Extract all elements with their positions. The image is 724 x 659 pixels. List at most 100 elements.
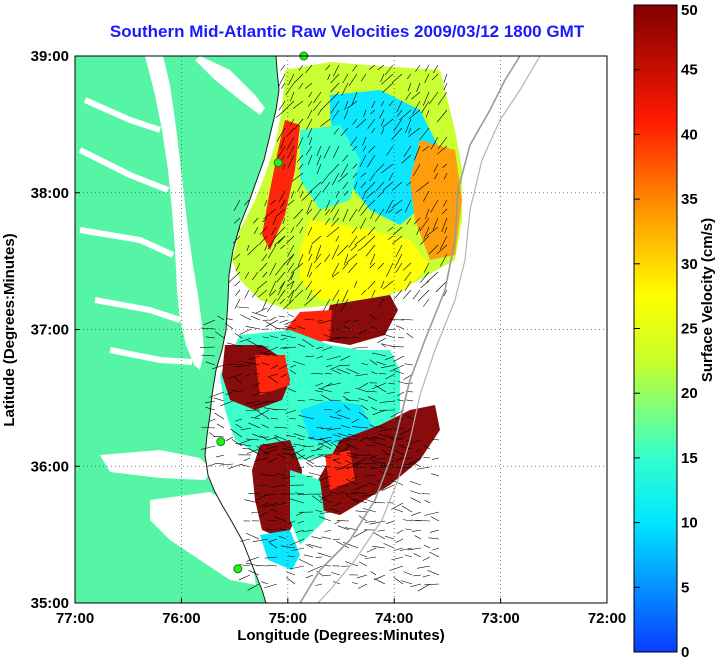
velocity-arrow bbox=[307, 100, 313, 107]
velocity-arrow bbox=[232, 253, 241, 261]
velocity-arrow bbox=[422, 556, 431, 561]
velocity-arrow bbox=[289, 498, 305, 504]
velocity-arrow bbox=[432, 64, 439, 74]
velocity-arrow bbox=[289, 91, 295, 102]
velocity-arrow bbox=[291, 172, 304, 182]
velocity-arrow bbox=[441, 208, 448, 215]
velocity-arrow bbox=[305, 64, 313, 74]
velocity-arrow bbox=[354, 235, 367, 246]
velocity-arrow bbox=[325, 64, 331, 71]
velocity-arrow bbox=[358, 583, 368, 589]
lon-tick-label: 74:00 bbox=[375, 610, 413, 627]
velocity-arrow bbox=[286, 253, 295, 266]
velocity-arrow bbox=[306, 475, 314, 478]
velocity-arrow bbox=[305, 145, 313, 155]
velocity-arrow bbox=[320, 118, 331, 127]
velocity-arrow bbox=[267, 564, 278, 567]
velocity-arrow bbox=[342, 325, 351, 330]
velocity-arrow bbox=[297, 424, 306, 429]
velocity-arrow bbox=[205, 407, 216, 411]
velocity-arrow bbox=[309, 289, 322, 301]
velocity-arrow bbox=[429, 551, 440, 558]
velocity-arrow bbox=[277, 453, 287, 459]
velocity-arrow bbox=[256, 445, 270, 456]
velocity-arrow bbox=[408, 127, 421, 137]
velocity-arrow bbox=[351, 491, 368, 495]
velocity-arrow bbox=[287, 199, 295, 206]
colorbar-tick-label: 40 bbox=[681, 126, 698, 143]
velocity-arrow bbox=[240, 538, 251, 542]
velocity-arrow bbox=[370, 208, 376, 220]
velocity-arrow bbox=[326, 226, 340, 238]
velocity-arrow bbox=[266, 298, 277, 313]
velocity-arrow bbox=[287, 520, 296, 525]
velocity-arrow bbox=[200, 327, 216, 330]
velocity-arrow bbox=[351, 91, 358, 106]
velocity-arrow bbox=[308, 253, 313, 261]
velocity-arrow bbox=[252, 391, 261, 397]
velocity-arrow bbox=[377, 337, 387, 343]
velocity-arrow bbox=[405, 439, 413, 442]
velocity-arrow bbox=[382, 82, 394, 93]
velocity-arrow bbox=[298, 163, 304, 170]
velocity-arrow bbox=[443, 289, 448, 297]
velocity-arrow bbox=[261, 424, 270, 429]
velocity-arrow bbox=[336, 445, 351, 455]
map-grid bbox=[75, 56, 607, 603]
velocity-arrow bbox=[204, 400, 216, 404]
velocity-arrow bbox=[358, 328, 369, 335]
y-axis-title: Latitude (Degrees:Minutes) bbox=[1, 233, 18, 426]
velocity-arrow bbox=[255, 493, 269, 501]
velocity-arrow bbox=[404, 363, 414, 366]
velocity-arrow bbox=[288, 555, 296, 558]
velocity-arrow bbox=[362, 136, 367, 146]
velocity-arrow bbox=[364, 235, 376, 246]
velocity-arrow bbox=[436, 145, 448, 155]
velocity-arrow bbox=[337, 439, 350, 444]
velocity-arrow bbox=[409, 480, 422, 486]
velocity-arrow bbox=[262, 443, 270, 447]
velocity-arrow bbox=[343, 391, 351, 394]
colorbar-tick-label: 30 bbox=[681, 256, 698, 273]
velocity-arrow bbox=[334, 520, 341, 525]
velocity-arrow bbox=[297, 343, 306, 348]
velocity-arrow bbox=[276, 271, 286, 283]
lat-tick-label: 39:00 bbox=[31, 48, 69, 65]
velocity-arrow bbox=[318, 319, 333, 324]
velocity-arrow bbox=[305, 355, 315, 358]
velocity-arrow bbox=[252, 538, 269, 543]
velocity-arrow bbox=[394, 253, 403, 268]
velocity-arrow bbox=[274, 426, 288, 429]
velocity-arrow bbox=[313, 100, 322, 112]
velocity-arrow bbox=[366, 547, 377, 553]
velocity-arrow bbox=[275, 327, 288, 330]
velocity-arrow bbox=[360, 172, 367, 178]
velocity-arrow bbox=[298, 415, 315, 420]
velocity-arrow bbox=[272, 217, 277, 226]
velocity-arrow bbox=[228, 271, 241, 284]
velocity-arrow bbox=[225, 391, 234, 396]
velocity-arrow bbox=[326, 355, 342, 361]
velocity-arrow bbox=[443, 172, 448, 180]
velocity-arrow bbox=[285, 409, 297, 414]
velocity-arrow bbox=[323, 298, 331, 312]
velocity-arrow bbox=[401, 446, 413, 450]
velocity-arrow bbox=[342, 73, 349, 84]
velocity-arrow bbox=[281, 199, 286, 207]
velocity-arrow bbox=[262, 298, 268, 311]
velocity-arrow bbox=[234, 298, 241, 309]
velocity-arrow bbox=[324, 372, 333, 375]
velocity-arrow bbox=[410, 490, 422, 495]
velocity-arrow bbox=[233, 199, 241, 211]
velocity-arrow bbox=[346, 478, 359, 486]
velocity-arrow bbox=[213, 435, 225, 438]
velocity-arrow bbox=[340, 298, 349, 313]
velocity-arrow bbox=[254, 226, 259, 235]
velocity-arrow bbox=[251, 311, 268, 318]
velocity-arrow bbox=[333, 459, 342, 465]
velocity-arrow bbox=[391, 127, 403, 140]
velocity-arrow bbox=[333, 127, 340, 135]
colorbar-tick-label: 50 bbox=[681, 2, 698, 19]
velocity-arrow bbox=[395, 262, 403, 273]
chesapeake-bay bbox=[145, 56, 204, 370]
